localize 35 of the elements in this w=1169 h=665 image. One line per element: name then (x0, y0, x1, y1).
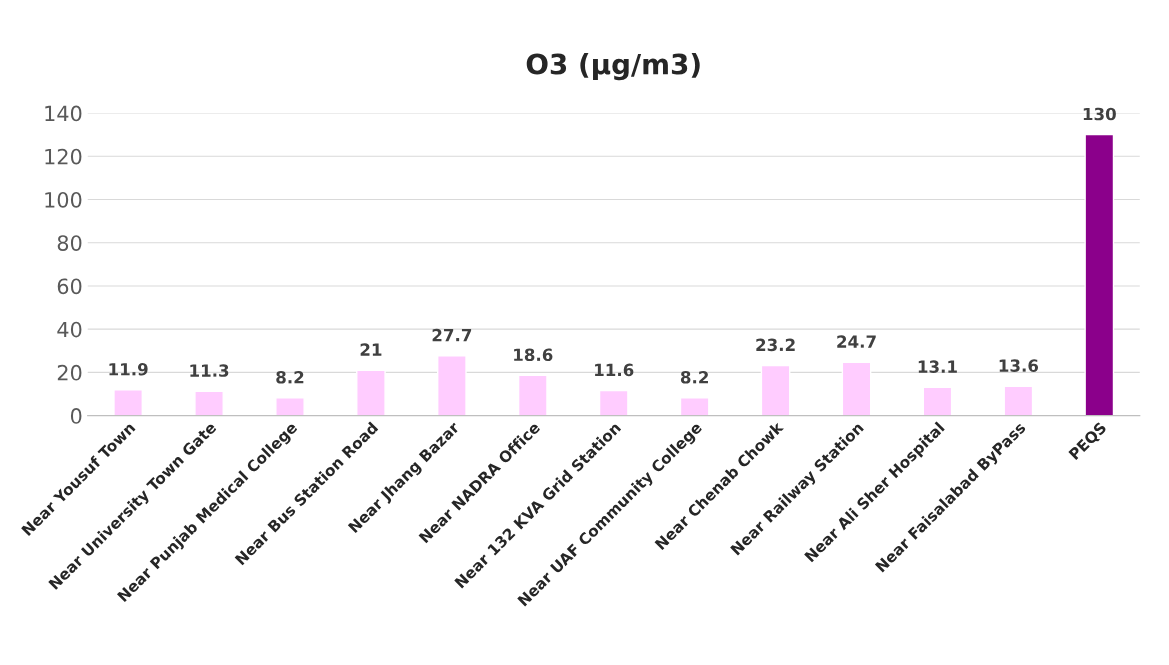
data-label: 8.2 (276, 370, 304, 384)
data-label: 23.2 (756, 338, 795, 352)
data-label: 13.6 (999, 359, 1039, 372)
data-label: 130 (1083, 107, 1116, 121)
y-tick-label: 0 (70, 408, 82, 424)
y-tick-label: 120 (45, 148, 82, 165)
chart-title: O3 (µg/m3) (526, 53, 700, 81)
bar (194, 390, 224, 416)
data-label: 11.3 (190, 364, 229, 377)
bar (922, 386, 953, 416)
data-label: 18.6 (514, 348, 553, 362)
data-label: 8.2 (680, 370, 708, 384)
data-label: 24.7 (837, 335, 876, 348)
data-label: 27.7 (432, 328, 472, 342)
bar (841, 361, 872, 416)
bar (356, 369, 386, 416)
bar (275, 397, 305, 416)
bar (1003, 385, 1034, 416)
bar (679, 397, 710, 416)
bar (113, 389, 143, 416)
y-tick-label: 40 (57, 321, 82, 338)
bar (1084, 133, 1115, 416)
data-label: 11.6 (595, 363, 634, 377)
bar (598, 389, 629, 416)
y-tick-label: 140 (45, 105, 82, 122)
y-tick-label: 100 (45, 191, 82, 208)
data-label: 11.9 (109, 362, 148, 376)
bar (760, 364, 791, 416)
y-tick-label: 60 (57, 278, 82, 295)
bar (517, 374, 548, 416)
y-tick-label: 20 (57, 364, 82, 381)
y-tick-label: 80 (57, 235, 82, 251)
bar (437, 355, 467, 416)
data-label: 13.1 (918, 360, 957, 373)
data-label: 21 (360, 343, 382, 356)
